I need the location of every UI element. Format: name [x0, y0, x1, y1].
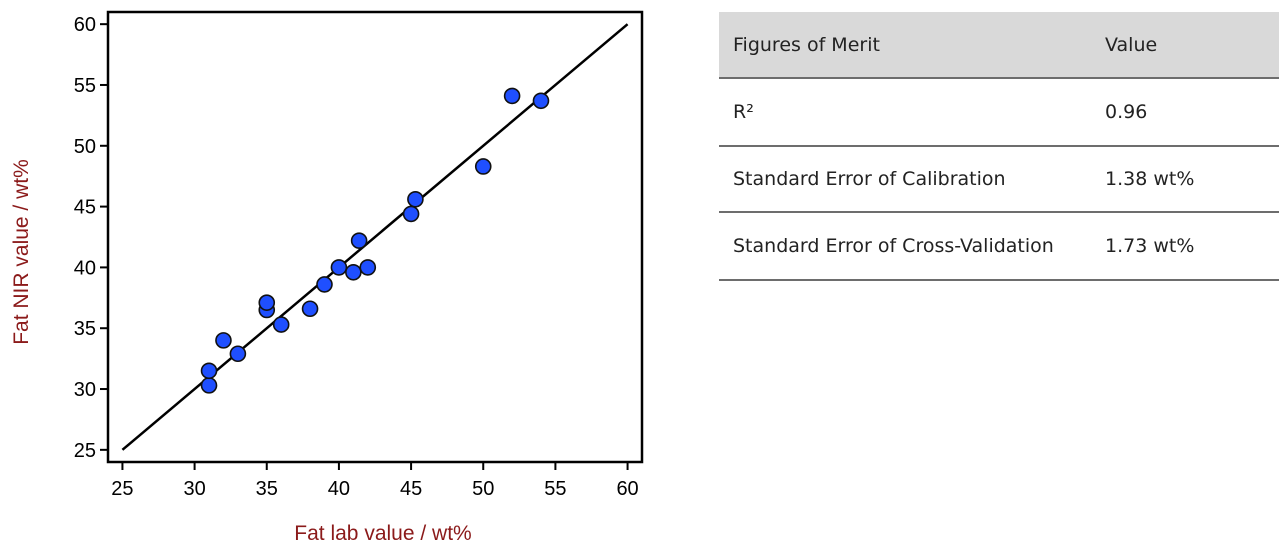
- y-tick-label: 30: [74, 379, 96, 401]
- x-tick-label: 50: [472, 478, 494, 500]
- row-value-r2: 0.96: [1105, 101, 1148, 123]
- row-name-r2: R²: [733, 101, 754, 123]
- data-point: [532, 92, 550, 110]
- data-point: [272, 316, 290, 333]
- table-row: Standard Error of Calibration 1.38 wt%: [719, 146, 1279, 212]
- header-value: Value: [1105, 33, 1158, 56]
- data-point: [301, 300, 319, 318]
- row-value-secv: 1.73 wt%: [1105, 235, 1195, 257]
- plot-frame: [106, 10, 644, 464]
- table-row: R² 0.96: [719, 78, 1279, 146]
- regression-line: [121, 23, 629, 451]
- scatter-chart: 25 30 35 40 45 50 55 60 25 30 35 40 45 50 55 60 Fat lab …: [10, 10, 644, 545]
- x-tick-label: 30: [183, 478, 205, 500]
- data-point: [316, 276, 333, 293]
- data-point: [229, 345, 247, 363]
- y-tick-label: 50: [74, 136, 96, 158]
- y-tick-label: 35: [74, 318, 96, 340]
- y-tick-label: 60: [74, 14, 96, 36]
- data-point: [345, 263, 362, 281]
- row-name-sec: Standard Error of Calibration: [733, 168, 1006, 190]
- figures-of-merit-table: Figures of Merit Value R² 0.96 Standard …: [719, 12, 1279, 281]
- data-point: [200, 377, 218, 394]
- data-point: [215, 332, 232, 349]
- data-point: [258, 294, 276, 311]
- x-tick-label: 55: [544, 478, 566, 500]
- x-tick-label: 60: [616, 478, 638, 500]
- x-tick-label: 25: [111, 478, 133, 500]
- x-tick-label: 40: [328, 478, 350, 500]
- data-point: [407, 190, 424, 208]
- table-header-row: Figures of Merit Value: [719, 12, 1279, 78]
- x-axis-title: Fat lab value / wt%: [294, 522, 471, 545]
- row-name-secv: Standard Error of Cross-Validation: [733, 235, 1054, 257]
- y-axis-title: Fat NIR value / wt%: [10, 159, 33, 345]
- data-point: [503, 87, 521, 105]
- data-point: [474, 158, 492, 175]
- data-point: [359, 259, 377, 276]
- data-point: [330, 259, 348, 276]
- x-tick-label: 45: [400, 478, 422, 500]
- data-point: [200, 362, 218, 380]
- y-tick-label: 40: [74, 257, 96, 279]
- header-figures-of-merit: Figures of Merit: [733, 33, 880, 56]
- row-value-sec: 1.38 wt%: [1105, 168, 1195, 190]
- y-tick-label: 45: [74, 197, 96, 219]
- x-tick-label: 35: [256, 478, 278, 500]
- y-tick-label: 55: [74, 75, 96, 97]
- y-tick-label: 25: [74, 440, 96, 462]
- table-row: Standard Error of Cross-Validation 1.73 …: [719, 212, 1279, 280]
- data-point: [402, 205, 420, 223]
- data-point: [350, 232, 368, 249]
